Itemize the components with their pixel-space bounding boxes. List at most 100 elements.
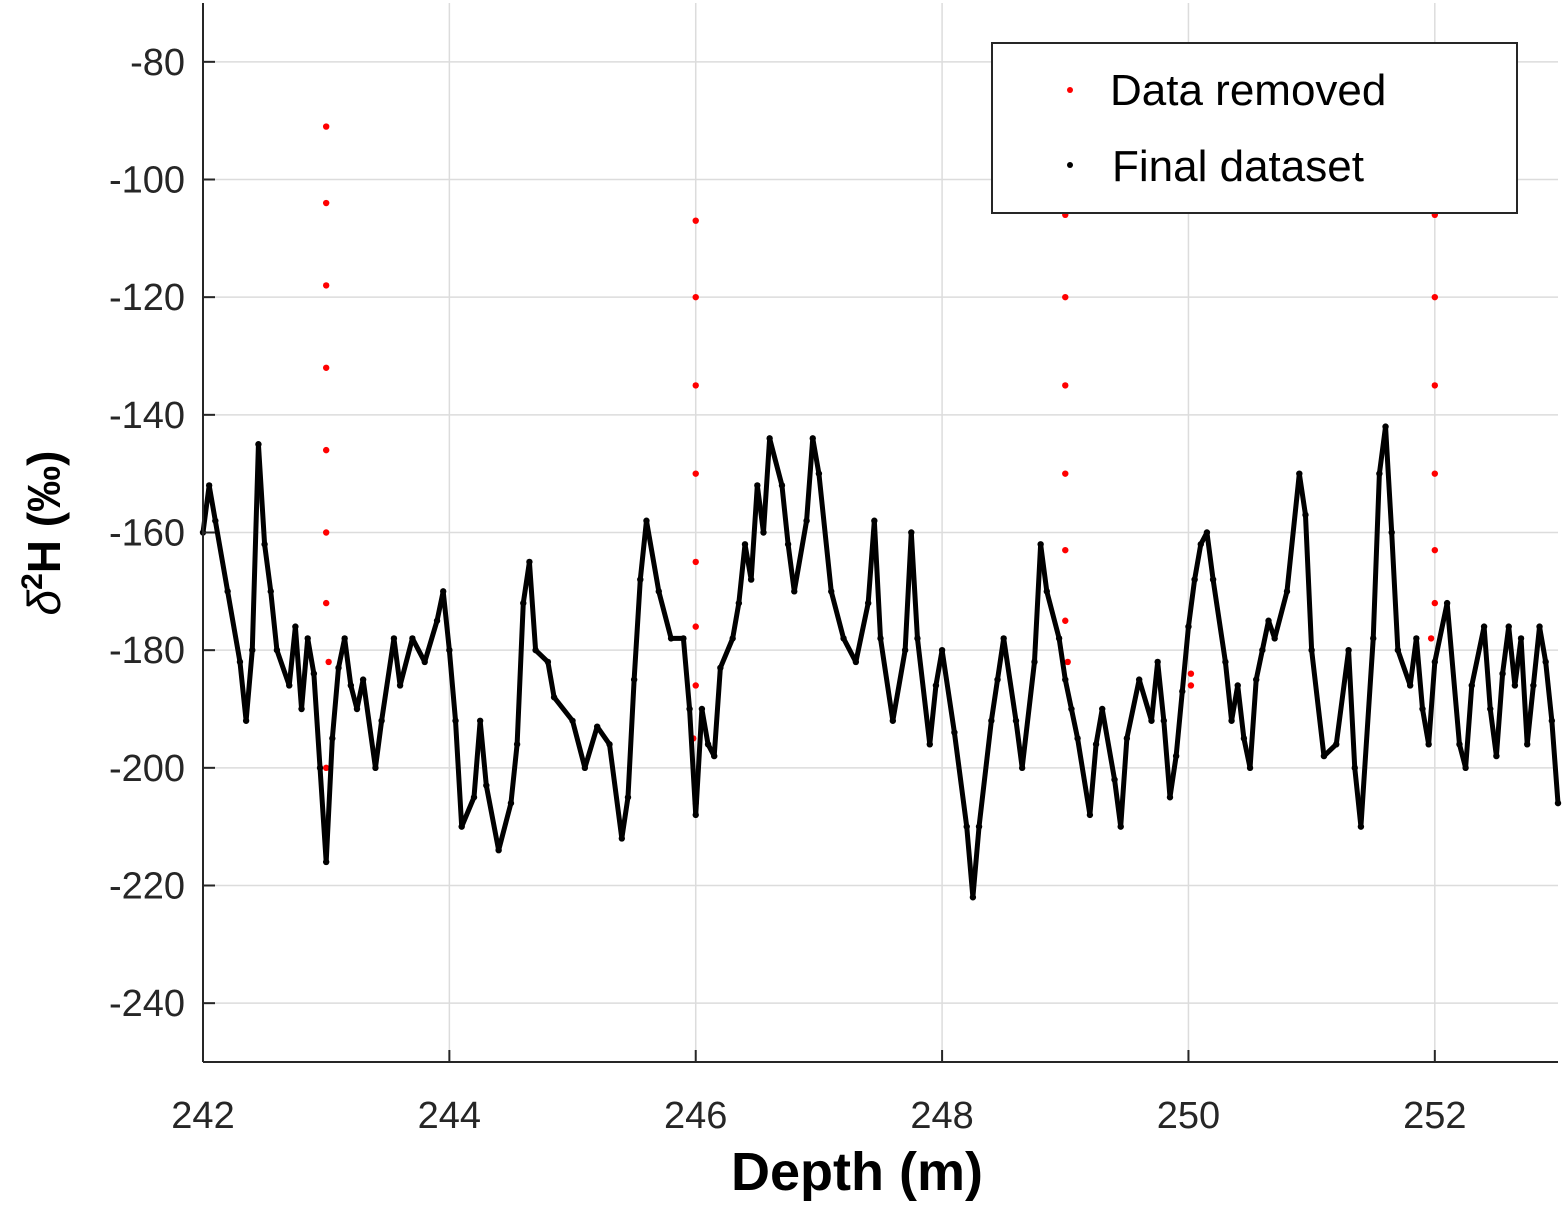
y-tick-label: -140 [109,395,185,437]
data-trace-segment [625,677,637,800]
data-trace-segment [1222,659,1235,724]
data-point [692,217,699,224]
data-point [692,293,699,301]
data-trace-segment [249,441,261,653]
data-trace-segment [1173,688,1185,759]
data-point [1062,546,1069,554]
data-trace-segment [305,635,317,677]
data-trace-segment [1179,624,1191,694]
data-point [325,658,332,666]
x-tick-label: 244 [418,1095,481,1137]
data-trace-segment [409,635,428,665]
data-trace-segment [1426,659,1438,747]
data-point [692,382,699,389]
data-trace-segment [1309,647,1327,759]
data-trace-segment [1247,677,1259,771]
data-trace-segment [1530,624,1543,688]
data-point [322,199,330,207]
data-trace-segment [372,718,385,771]
data-trace-segment [545,659,557,700]
data-trace-segment [748,482,760,583]
legend-label-data-removed: Data removed [1110,66,1386,115]
data-point [692,558,699,566]
data-trace-segment [767,435,785,488]
data-trace-segment [1395,647,1413,688]
data-trace-segment [1210,577,1228,665]
data-trace-segment [379,635,397,724]
data-trace-segment [1001,635,1019,724]
y-tick-label: -180 [109,630,185,672]
data-point [1431,293,1439,301]
data-point [1431,546,1439,554]
x-tick-label: 250 [1157,1095,1220,1137]
legend-box [991,42,1518,214]
data-point [1062,470,1069,477]
data-trace-segment [391,635,403,688]
data-trace-segment [1284,471,1302,594]
data-point [1431,470,1439,477]
data-trace-segment [422,618,440,665]
legend-marker-data-removed [1067,87,1073,93]
data-trace-segment [570,718,588,771]
data-point [692,470,699,477]
data-trace-segment [1099,706,1118,783]
data-trace-segment [1161,718,1173,800]
data-trace-segment [791,518,810,594]
data-trace-segment [1432,600,1450,665]
y-tick-label: -220 [109,866,185,908]
data-trace-segment [680,635,693,712]
data-trace-segment [976,718,994,830]
data-trace-segment [1185,577,1198,630]
data-trace-segment [1549,718,1561,806]
data-trace-segment [607,741,625,841]
data-trace-segment [274,647,292,688]
data-point [322,764,330,772]
data-trace-segment [1493,671,1506,759]
data-trace-segment [329,665,341,741]
x-tick-label: 252 [1403,1095,1466,1137]
y-axis-title-rest: H (‰) [18,451,70,574]
data-trace-segment [914,635,933,747]
data-point [692,623,699,630]
data-trace-segment [459,794,477,830]
data-trace-segment [533,647,551,665]
data-trace-segment [440,588,452,653]
data-trace-segment [717,635,736,671]
data-trace-segment [594,724,612,747]
data-trace-segment [311,671,323,771]
legend-marker-final-dataset [1067,162,1073,168]
data-trace-segment [643,518,662,594]
data-trace-segment [1031,541,1044,665]
data-trace-segment [1481,624,1493,712]
data-trace-segment [908,530,920,641]
data-trace-segment [970,824,982,900]
y-axis-title-superscript: 2 [16,573,49,590]
data-trace-segment [730,600,742,641]
y-axis-title: δ2H (‰) [16,451,70,616]
x-tick-label: 246 [664,1095,727,1137]
data-trace-segment [582,724,600,771]
data-trace-segment [828,588,847,641]
data-trace-segment [1019,659,1037,771]
data-trace-segment [631,577,643,683]
data-trace-segment [453,718,465,830]
data-point [1187,670,1195,677]
data-trace-segment [1044,588,1062,641]
data-trace-segment [1124,677,1142,741]
data-trace-segment [397,635,415,688]
data-trace-segment [693,706,705,818]
data-trace-segment [1358,635,1376,830]
data-trace-segment [841,635,859,665]
data-trace-segment [1302,512,1315,653]
data-trace-segment [890,647,908,724]
data-trace-segment [637,518,649,583]
data-trace-segment [526,559,539,653]
data-point [1062,382,1069,389]
y-axis-title-delta: δ [18,589,70,615]
data-point [322,529,330,536]
data-trace-segment [1537,624,1549,665]
data-trace-segment [1469,624,1487,688]
data-trace-segment [878,635,896,724]
data-trace-segment [760,435,773,535]
